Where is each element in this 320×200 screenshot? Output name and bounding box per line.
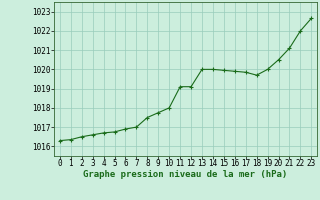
X-axis label: Graphe pression niveau de la mer (hPa): Graphe pression niveau de la mer (hPa) [84, 170, 288, 179]
